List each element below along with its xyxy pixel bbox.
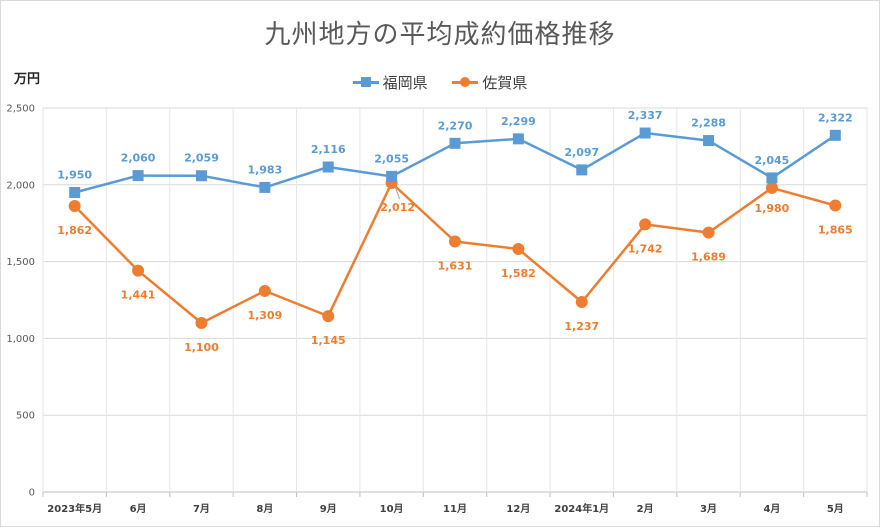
data-point-saga bbox=[829, 199, 842, 212]
legend: 福岡県 佐賀県 bbox=[0, 70, 880, 93]
x-tick-label: 8月 bbox=[256, 503, 273, 515]
data-label-fukuoka: 2,288 bbox=[691, 117, 726, 130]
legend-item-fukuoka: 福岡県 bbox=[352, 72, 428, 93]
data-point-fukuoka bbox=[703, 135, 715, 147]
data-point-saga bbox=[639, 218, 652, 231]
x-tick-label: 6月 bbox=[130, 503, 147, 515]
data-point-fukuoka bbox=[386, 170, 398, 182]
data-label-saga: 1,862 bbox=[57, 224, 92, 237]
data-label-saga: 1,865 bbox=[818, 224, 853, 237]
data-point-saga bbox=[575, 295, 588, 308]
data-label-fukuoka: 2,055 bbox=[374, 152, 409, 165]
y-tick-label: 1,000 bbox=[6, 334, 35, 345]
data-point-saga bbox=[765, 181, 778, 194]
data-label-saga: 1,100 bbox=[184, 341, 219, 354]
data-point-fukuoka bbox=[69, 186, 81, 198]
x-tick-label: 4月 bbox=[763, 503, 780, 515]
x-tick-label: 12月 bbox=[506, 503, 530, 515]
data-label-saga: 1,631 bbox=[438, 259, 473, 272]
data-label-fukuoka: 2,337 bbox=[628, 109, 663, 122]
y-tick-label: 500 bbox=[16, 411, 35, 422]
x-tick-label: 2023年5月 bbox=[47, 502, 102, 515]
data-point-saga bbox=[449, 235, 461, 248]
data-label-saga: 1,980 bbox=[755, 202, 790, 215]
data-point-fukuoka bbox=[449, 137, 461, 149]
x-tick-label: 2月 bbox=[637, 503, 654, 515]
data-point-fukuoka bbox=[132, 170, 144, 182]
data-point-fukuoka bbox=[829, 129, 841, 141]
data-point-fukuoka bbox=[322, 161, 334, 173]
data-label-fukuoka: 1,950 bbox=[57, 168, 92, 181]
data-point-fukuoka bbox=[766, 172, 778, 184]
legend-item-saga: 佐賀県 bbox=[452, 72, 527, 93]
y-axis-unit-label: 万円 bbox=[14, 72, 41, 87]
data-label-fukuoka: 2,322 bbox=[818, 111, 853, 124]
data-point-fukuoka bbox=[576, 164, 588, 176]
data-label-fukuoka: 2,045 bbox=[755, 154, 790, 167]
data-point-saga bbox=[702, 226, 715, 239]
data-label-fukuoka: 2,097 bbox=[564, 146, 599, 159]
data-point-saga bbox=[132, 264, 145, 277]
y-tick-label: 2,500 bbox=[6, 104, 35, 115]
data-point-saga bbox=[68, 199, 81, 212]
data-label-saga: 1,309 bbox=[247, 309, 282, 322]
data-label-fukuoka: 2,060 bbox=[121, 152, 156, 165]
data-label-saga: 1,145 bbox=[311, 334, 346, 347]
data-point-fukuoka bbox=[195, 170, 207, 182]
legend-swatch-saga bbox=[452, 77, 479, 87]
data-label-saga: 1,689 bbox=[691, 251, 726, 264]
data-point-fukuoka bbox=[259, 181, 271, 193]
data-label-saga: 1,237 bbox=[564, 320, 599, 333]
data-point-saga bbox=[322, 310, 335, 323]
data-label-saga: 1,441 bbox=[121, 289, 156, 302]
data-point-fukuoka bbox=[639, 127, 651, 139]
legend-label-saga: 佐賀県 bbox=[482, 74, 528, 92]
data-point-saga bbox=[512, 243, 525, 256]
x-tick-label: 3月 bbox=[700, 503, 717, 515]
x-tick-label: 2024年1月 bbox=[554, 502, 609, 515]
legend-swatch-fukuoka bbox=[352, 77, 379, 87]
x-tick-label: 7月 bbox=[193, 503, 210, 515]
data-label-saga: 2,012 bbox=[380, 201, 415, 214]
y-tick-label: 2,000 bbox=[6, 180, 35, 191]
y-tick-label: 1,500 bbox=[6, 257, 35, 268]
x-tick-label: 9月 bbox=[320, 503, 337, 515]
data-label-saga: 1,582 bbox=[501, 267, 536, 280]
data-point-saga bbox=[195, 317, 208, 330]
data-label-fukuoka: 2,059 bbox=[184, 152, 219, 165]
y-tick-label: 0 bbox=[29, 488, 35, 499]
data-label-fukuoka: 2,270 bbox=[438, 119, 473, 132]
data-label-fukuoka: 1,983 bbox=[247, 163, 282, 176]
legend-label-fukuoka: 福岡県 bbox=[382, 74, 428, 92]
x-tick-label: 11月 bbox=[443, 503, 467, 515]
data-label-saga: 1,742 bbox=[628, 242, 663, 255]
data-label-fukuoka: 2,116 bbox=[311, 143, 346, 156]
data-point-saga bbox=[258, 284, 271, 297]
x-tick-label: 5月 bbox=[827, 503, 844, 515]
x-tick-label: 10月 bbox=[380, 503, 404, 515]
data-label-fukuoka: 2,299 bbox=[501, 115, 536, 128]
data-point-fukuoka bbox=[512, 133, 524, 145]
chart-title: 九州地方の平均成約価格推移 bbox=[264, 20, 616, 50]
